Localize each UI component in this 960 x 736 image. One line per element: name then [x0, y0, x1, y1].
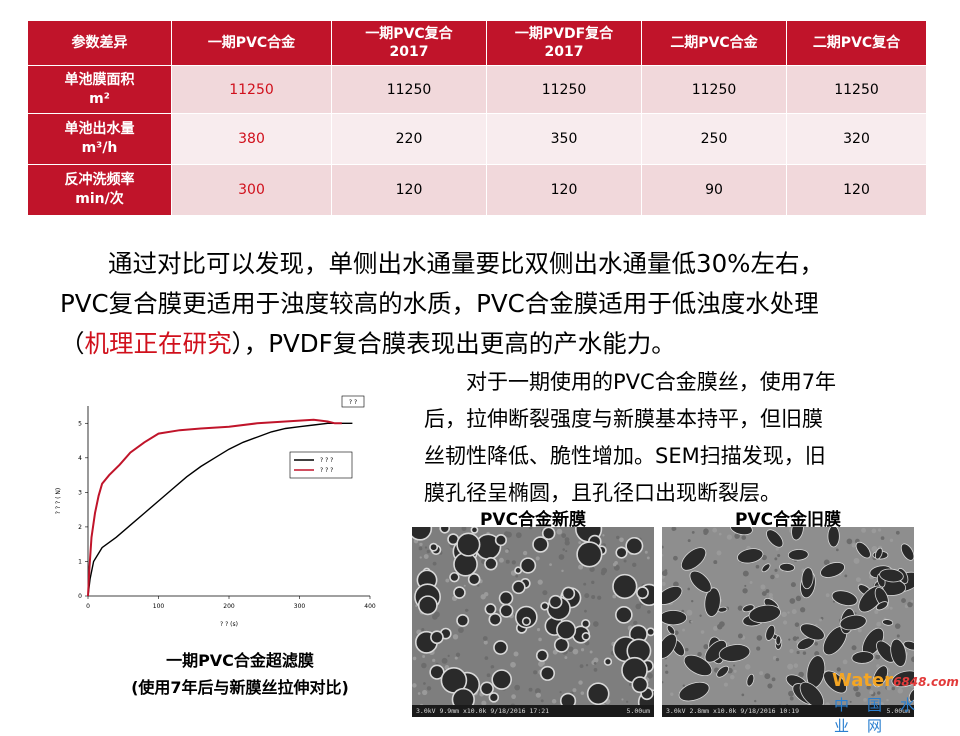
- table-cell: 350: [486, 113, 642, 165]
- legend-title-box: [341, 395, 365, 408]
- legend-title: ? ?: [349, 399, 357, 406]
- header-col4: 二期PVC合金: [641, 20, 787, 66]
- sem-line: 丝韧性降低、脆性增加。SEM扫描发现，旧: [424, 444, 826, 468]
- sem-line: 膜孔径呈椭圆，且孔径口出现断裂层。: [424, 481, 781, 505]
- header-col5: 二期PVC复合: [786, 20, 927, 66]
- summary-text: ），PVDF复合膜表现出更高的产水能力。: [231, 329, 676, 358]
- table-cell: 11250: [331, 65, 487, 114]
- header-param: 参数差异: [27, 20, 172, 66]
- table-cell: 11250: [641, 65, 787, 114]
- sem-old-title: PVC合金旧膜: [734, 510, 842, 530]
- table-cell: 300: [171, 164, 332, 216]
- tensile-chart: 0 100 200 300 400 0 1 2 3 4 5 ? ? (s) ? ? ? ( N) ? ? …: [55, 395, 376, 628]
- legend-box: [289, 451, 353, 479]
- summary-paragraph: 通过对比可以发现，单侧出水通量要比双侧出水通量低30%左右， PVC复合膜更适用…: [60, 244, 930, 364]
- sem-paragraph: 对于一期使用的PVC合金膜丝，使用7年 后，拉伸断裂强度与新膜基本持平，但旧膜 …: [424, 364, 924, 512]
- sem-line: 对于一期使用的PVC合金膜丝，使用7年: [466, 370, 837, 394]
- table-cell: 90: [641, 164, 787, 216]
- table-cell: 380: [171, 113, 332, 165]
- watermark-text: 中国水业网: [834, 696, 934, 735]
- row-label: 单池膜面积 m²: [27, 65, 172, 114]
- table-cell: 11250: [171, 65, 332, 114]
- sem-new-title: PVC合金新膜: [479, 510, 587, 530]
- x-tick-label: 200: [223, 603, 235, 610]
- table-cell: 11250: [786, 65, 927, 114]
- summary-line: PVC复合膜更适用于浊度较高的水质，PVC合金膜适用于低浊度水处理: [60, 289, 819, 318]
- table-header-row: 参数差异 一期PVC合金 一期PVC复合 2017 一期PVDF复合 2017 二期…: [27, 20, 927, 66]
- sem-line: 后，拉伸断裂强度与新膜基本持平，但旧膜: [424, 407, 823, 431]
- watermark-logo: Water6848.com: [832, 670, 959, 691]
- legend-label: ? ? ?: [320, 467, 333, 474]
- chart-caption-subtitle: (使用7年后与新膜丝拉伸对比): [131, 678, 349, 697]
- x-tick-label: 100: [153, 603, 165, 610]
- table-cell: 120: [486, 164, 642, 216]
- x-tick-label: 400: [364, 603, 376, 610]
- table-row: 单池膜面积 m² 11250 11250 11250 11250 11250: [27, 65, 927, 114]
- y-axis-label: ? ? ? ( N): [55, 488, 62, 514]
- sem-new-infobar: 3.0kV 9.9mm x10.0k 9/18/2016 17:21 5.00um: [412, 705, 654, 717]
- y-tick-label: 2: [78, 524, 82, 531]
- sem-old-infobar: 3.0kV 2.8mm x10.0k 9/18/2016 10:19 5.00um: [662, 705, 914, 717]
- y-tick-label: 4: [78, 455, 82, 462]
- summary-line: （机理正在研究），PVDF复合膜表现出更高的产水能力。: [60, 324, 930, 364]
- header-col3: 一期PVDF复合 2017: [486, 20, 642, 66]
- summary-line: 通过对比可以发现，单侧出水通量要比双侧出水通量低30%左右，: [108, 249, 824, 278]
- series-line-2: [87, 418, 342, 597]
- table-row: 单池出水量 m³/h 380 220 350 250 320: [27, 113, 927, 165]
- table-row: 反冲洗频率 min/次 300 120 120 90 120: [27, 164, 927, 216]
- x-tick-label: 0: [86, 603, 90, 610]
- table-cell: 320: [786, 113, 927, 165]
- header-col2: 一期PVC复合 2017: [331, 20, 487, 66]
- summary-text: （: [60, 329, 85, 358]
- chart-caption-title: 一期PVC合金超滤膜: [166, 651, 314, 670]
- row-label: 反冲洗频率 min/次: [27, 164, 172, 216]
- table-cell: 120: [786, 164, 927, 216]
- table-cell: 250: [641, 113, 787, 165]
- comparison-table: 参数差异 一期PVC合金 一期PVC复合 2017 一期PVDF复合 2017 二期…: [27, 20, 927, 216]
- header-col1: 一期PVC合金: [171, 20, 332, 66]
- table-cell: 11250: [486, 65, 642, 114]
- sem-old-image: 3.0kV 2.8mm x10.0k 9/18/2016 10:19 5.00um: [662, 527, 914, 717]
- series-line-1: [87, 422, 353, 597]
- table-cell: 220: [331, 113, 487, 165]
- y-tick-label: 3: [78, 489, 82, 496]
- x-axis-label: ? ? (s): [220, 621, 238, 628]
- highlight-text: 机理正在研究: [84, 329, 232, 358]
- table-cell: 120: [331, 164, 487, 216]
- y-tick-label: 0: [78, 593, 82, 600]
- y-tick-label: 1: [78, 558, 82, 565]
- legend-label: ? ? ?: [320, 457, 333, 464]
- x-tick-label: 300: [294, 603, 306, 610]
- sem-new-image: 3.0kV 9.9mm x10.0k 9/18/2016 17:21 5.00um: [412, 527, 654, 717]
- y-tick-label: 5: [78, 420, 82, 427]
- row-label: 单池出水量 m³/h: [27, 113, 172, 165]
